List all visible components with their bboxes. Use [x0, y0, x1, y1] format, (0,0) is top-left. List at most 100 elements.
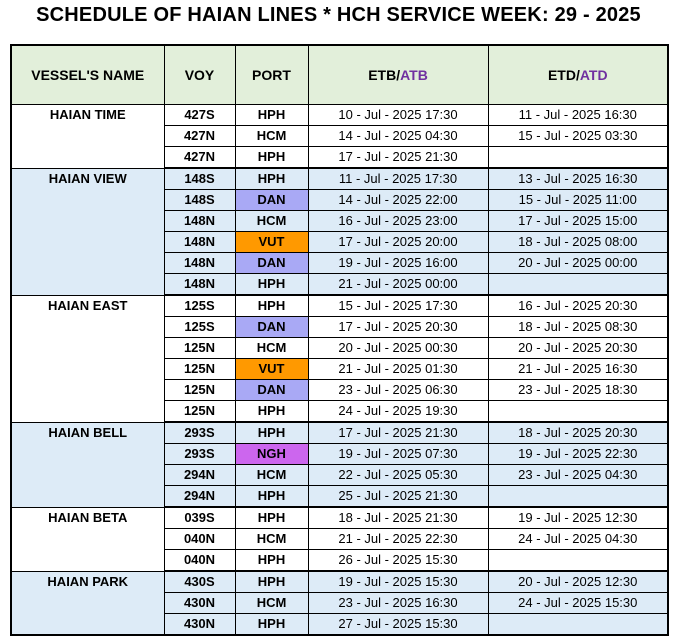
port-cell: HPH [234, 294, 309, 317]
etb-cell: 20 - Jul - 2025 00:30 [307, 337, 489, 359]
etb-cell: 21 - Jul - 2025 00:00 [307, 273, 489, 296]
etb-cell: 21 - Jul - 2025 22:30 [307, 528, 489, 550]
etd-cell: 16 - Jul - 2025 20:30 [487, 294, 669, 317]
voyage-cell: 125S [163, 294, 236, 317]
voyage-cell: 430N [163, 613, 236, 636]
table-row: 148N DAN 19 - Jul - 2025 16:00 20 - Jul - 2… [11, 252, 669, 274]
voyage-cell: 430S [163, 570, 236, 593]
voyage-cell: 430N [163, 592, 236, 614]
port-cell: HPH [234, 570, 309, 593]
header-vessel-name: VESSEL'S NAME [10, 44, 165, 105]
voyage-cell: 040N [163, 549, 236, 572]
voyage-cell: 293S [163, 443, 236, 465]
voyage-cell: 148N [163, 273, 236, 296]
etb-cell: 19 - Jul - 2025 15:30 [307, 570, 489, 593]
vessel-name-cell: HAIAN PARK [10, 570, 165, 636]
port-cell: DAN [234, 252, 309, 274]
table-row: 040N HCM 21 - Jul - 2025 22:30 24 - Jul - 2… [11, 528, 669, 550]
voyage-cell: 125N [163, 337, 236, 359]
voyage-cell: 125N [163, 400, 236, 423]
etd-cell: 15 - Jul - 2025 11:00 [487, 189, 669, 211]
table-row: HAIAN PARK 430S HPH 19 - Jul - 2025 15:30 20… [10, 570, 669, 636]
etb-cell: 19 - Jul - 2025 16:00 [307, 252, 489, 274]
table-row: 427N HCM 14 - Jul - 2025 04:30 15 - Jul - 2… [11, 125, 669, 147]
etd-cell: 20 - Jul - 2025 00:00 [487, 252, 669, 274]
port-cell: HPH [234, 400, 309, 423]
table-row: 125N HCM 20 - Jul - 2025 00:30 20 - Jul - 2… [11, 337, 669, 359]
header-etb-atb: ETB/ATB [307, 44, 489, 105]
port-cell: HPH [234, 104, 309, 126]
voyage-cell: 294N [163, 464, 236, 486]
voyage-cell: 040N [163, 528, 236, 550]
etd-cell [487, 613, 669, 636]
table-row: 125N DAN 23 - Jul - 2025 06:30 23 - Jul - 2… [11, 379, 669, 401]
etd-cell: 20 - Jul - 2025 12:30 [487, 570, 669, 593]
voyage-cell: 294N [163, 485, 236, 508]
vessel-name-cell: HAIAN TIME [10, 104, 165, 169]
voyage-cell: 148N [163, 252, 236, 274]
port-cell: VUT [234, 358, 309, 380]
etd-cell: 24 - Jul - 2025 04:30 [487, 528, 669, 550]
etb-cell: 17 - Jul - 2025 20:30 [307, 316, 489, 338]
header-atb-label: ATB [400, 67, 428, 83]
schedule-body: HAIAN TIME 427S HPH 10 - Jul - 2025 17:30 11… [10, 104, 669, 636]
table-row: HAIAN BELL 293S HPH 17 - Jul - 2025 21:30 18… [10, 421, 669, 508]
port-cell: HPH [234, 146, 309, 169]
etb-cell: 19 - Jul - 2025 07:30 [307, 443, 489, 465]
table-row: HAIAN VIEW 148S HPH 11 - Jul - 2025 17:30 13… [10, 167, 669, 296]
port-cell: NGH [234, 443, 309, 465]
table-row: HAIAN TIME 427S HPH 10 - Jul - 2025 17:30 11… [10, 104, 669, 169]
etb-cell: 10 - Jul - 2025 17:30 [307, 104, 489, 126]
schedule-table: VESSEL'S NAME VOY PORT ETB/ATB ETD/ATD H… [10, 44, 669, 636]
port-cell: VUT [234, 231, 309, 253]
etd-cell: 21 - Jul - 2025 16:30 [487, 358, 669, 380]
port-cell: DAN [234, 316, 309, 338]
etd-cell: 20 - Jul - 2025 20:30 [487, 337, 669, 359]
etb-cell: 15 - Jul - 2025 17:30 [307, 294, 489, 317]
etb-cell: 27 - Jul - 2025 15:30 [307, 613, 489, 636]
port-cell: HCM [234, 592, 309, 614]
vessel-name-cell: HAIAN BETA [10, 506, 165, 572]
etb-cell: 22 - Jul - 2025 05:30 [307, 464, 489, 486]
table-row: 293S NGH 19 - Jul - 2025 07:30 19 - Jul - 2… [11, 443, 669, 465]
voyage-cell: 293S [163, 421, 236, 444]
port-cell: HPH [234, 485, 309, 508]
port-cell: HPH [234, 613, 309, 636]
etd-cell [487, 485, 669, 508]
etd-cell [487, 400, 669, 423]
table-row: 125S DAN 17 - Jul - 2025 20:30 18 - Jul - 2… [11, 316, 669, 338]
port-cell: HPH [234, 421, 309, 444]
port-cell: HPH [234, 273, 309, 296]
vessel-name-cell: HAIAN VIEW [10, 167, 165, 296]
etb-cell: 16 - Jul - 2025 23:00 [307, 210, 489, 232]
table-row: 125N HPH 24 - Jul - 2025 19:30 [11, 400, 669, 423]
port-cell: HCM [234, 464, 309, 486]
table-row: 294N HPH 25 - Jul - 2025 21:30 [11, 485, 669, 508]
header-row: VESSEL'S NAME VOY PORT ETB/ATB ETD/ATD [10, 44, 669, 105]
etb-cell: 11 - Jul - 2025 17:30 [307, 167, 489, 190]
etd-cell: 18 - Jul - 2025 08:00 [487, 231, 669, 253]
etd-cell [487, 273, 669, 296]
voyage-cell: 427N [163, 146, 236, 169]
port-cell: HCM [234, 125, 309, 147]
table-row: HAIAN BETA 039S HPH 18 - Jul - 2025 21:30 19… [10, 506, 669, 572]
etb-cell: 23 - Jul - 2025 16:30 [307, 592, 489, 614]
vessel-name-cell: HAIAN EAST [10, 294, 165, 423]
etd-cell: 19 - Jul - 2025 12:30 [487, 506, 669, 529]
port-cell: HPH [234, 167, 309, 190]
etb-cell: 14 - Jul - 2025 04:30 [307, 125, 489, 147]
etb-cell: 24 - Jul - 2025 19:30 [307, 400, 489, 423]
table-row: 148N VUT 17 - Jul - 2025 20:00 18 - Jul - 2… [11, 231, 669, 253]
table-row: 040N HPH 26 - Jul - 2025 15:30 [11, 549, 669, 572]
etb-cell: 23 - Jul - 2025 06:30 [307, 379, 489, 401]
etd-cell: 23 - Jul - 2025 18:30 [487, 379, 669, 401]
table-row: 148N HCM 16 - Jul - 2025 23:00 17 - Jul - 2… [11, 210, 669, 232]
table-row: HAIAN EAST 125S HPH 15 - Jul - 2025 17:30 16… [10, 294, 669, 423]
port-cell: HCM [234, 210, 309, 232]
etd-cell [487, 146, 669, 169]
voyage-cell: 148S [163, 167, 236, 190]
port-cell: DAN [234, 379, 309, 401]
etd-cell: 18 - Jul - 2025 20:30 [487, 421, 669, 444]
page-title: SCHEDULE OF HAIAN LINES * HCH SERVICE WE… [36, 4, 641, 26]
etd-cell: 11 - Jul - 2025 16:30 [487, 104, 669, 126]
